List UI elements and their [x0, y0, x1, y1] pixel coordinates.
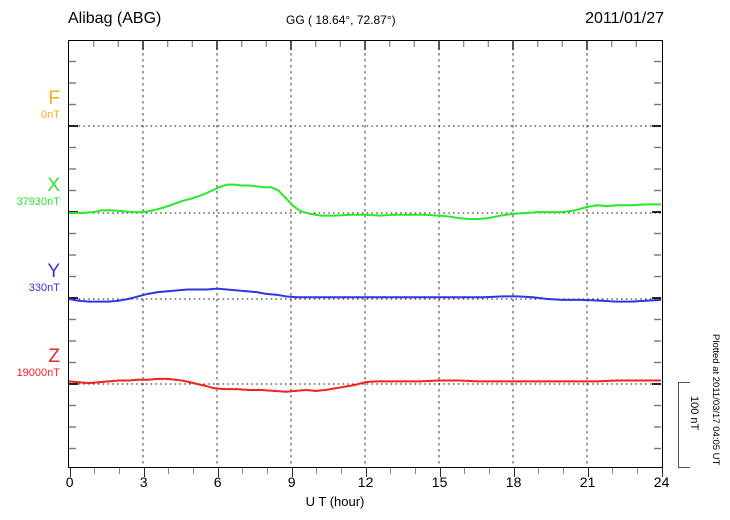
- component-code-Y: Y: [47, 261, 60, 282]
- scale-bar: [678, 382, 690, 468]
- x-tick-label: 3: [139, 474, 148, 490]
- x-tick: [390, 468, 392, 474]
- x-tick: [316, 468, 318, 474]
- x-tick: [118, 468, 121, 474]
- x-tick: [168, 468, 170, 474]
- component-label-F: F 0nT: [2, 89, 60, 122]
- plotted-timestamp: Plotted at 2011/03/17 04:05 UT: [710, 334, 721, 466]
- x-tick: [266, 468, 269, 474]
- x-tick: [562, 468, 565, 474]
- x-tick-label: 12: [357, 474, 374, 490]
- station-title: Alibag (ABG): [68, 10, 162, 27]
- trace-Z: [69, 377, 661, 393]
- magnetogram-svg: [69, 41, 661, 466]
- x-tick: [340, 468, 343, 474]
- x-tick-label: 21: [579, 474, 596, 490]
- x-tick: [488, 468, 491, 474]
- x-tick-label: 6: [213, 474, 222, 490]
- geographic-coordinates: GG ( 18.64°, 72.87°): [286, 13, 396, 27]
- component-code-Z: Z: [48, 346, 60, 367]
- component-baseline-Y: 330nT: [28, 282, 60, 294]
- x-tick: [636, 468, 639, 474]
- trace-X: [69, 183, 661, 221]
- x-tick: [513, 468, 516, 477]
- x-tick: [661, 468, 664, 477]
- component-baseline-X: 37930nT: [16, 196, 60, 208]
- x-tick: [538, 468, 540, 474]
- x-tick: [242, 468, 244, 474]
- x-tick-label: 0: [65, 474, 74, 490]
- component-code-F: F: [48, 88, 60, 109]
- x-tick: [587, 468, 590, 477]
- x-tick-label: 9: [287, 474, 296, 490]
- scale-bar-label: 100 nT: [688, 396, 700, 431]
- x-axis-ticks: [68, 468, 664, 480]
- x-tick: [94, 468, 96, 474]
- x-tick: [612, 468, 614, 474]
- component-label-X: X 37930nT: [2, 176, 60, 209]
- component-baseline-Z: 19000nT: [16, 367, 60, 379]
- component-code-X: X: [47, 175, 60, 196]
- x-tick-label: 24: [653, 474, 670, 490]
- observation-date: 2011/01/27: [585, 10, 664, 27]
- x-tick-label: 15: [431, 474, 448, 490]
- x-axis-title: U T (hour): [305, 494, 365, 509]
- x-tick: [365, 468, 368, 477]
- trace-Y: [69, 287, 661, 303]
- x-tick: [217, 468, 220, 477]
- component-baseline-F: 0nT: [41, 109, 60, 121]
- x-tick: [414, 468, 417, 474]
- x-tick: [464, 468, 466, 474]
- x-tick: [143, 468, 146, 477]
- plot-frame: [68, 40, 663, 468]
- component-label-Z: Z 19000nT: [2, 347, 60, 380]
- component-label-Y: Y 330nT: [2, 262, 60, 295]
- x-tick: [439, 468, 442, 477]
- x-tick: [192, 468, 195, 474]
- x-tick: [291, 468, 294, 477]
- x-tick: [69, 468, 72, 477]
- plot-area: [69, 41, 662, 467]
- x-tick-label: 18: [505, 474, 522, 490]
